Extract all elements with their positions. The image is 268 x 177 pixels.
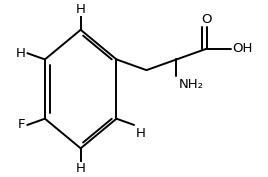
- Text: H: H: [136, 127, 146, 139]
- Text: H: H: [16, 47, 25, 60]
- Text: OH: OH: [232, 42, 252, 55]
- Text: O: O: [201, 13, 212, 26]
- Text: H: H: [76, 3, 85, 16]
- Text: F: F: [18, 118, 25, 131]
- Text: NH₂: NH₂: [179, 78, 204, 91]
- Text: H: H: [76, 162, 85, 175]
